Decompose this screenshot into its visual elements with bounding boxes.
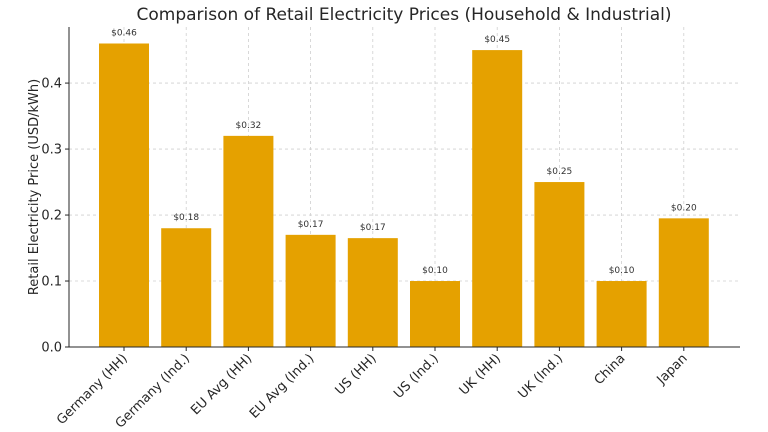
- bar: [285, 234, 336, 347]
- bar: [472, 50, 523, 348]
- x-tick-label: US (Ind.): [391, 351, 442, 402]
- data-label: $0.10: [609, 266, 635, 276]
- x-tick-label: EU Avg (HH): [188, 351, 255, 418]
- x-tick-label: UK (HH): [457, 351, 504, 398]
- x-tick-label: EU Avg (Ind.): [247, 351, 317, 421]
- bar: [658, 218, 709, 347]
- data-label: $0.18: [173, 213, 199, 223]
- bars: [99, 43, 709, 348]
- x-tick-label: UK (Ind.): [515, 351, 566, 402]
- data-label: $0.46: [111, 28, 137, 38]
- data-label: $0.32: [236, 121, 262, 131]
- data-label: $0.10: [422, 266, 448, 276]
- bar: [347, 238, 398, 347]
- y-ticks: 0.0 0.1 0.2 0.3 0.4: [41, 77, 69, 356]
- x-ticks: Germany (HH)Germany (Ind.)EU Avg (HH)EU …: [54, 347, 691, 431]
- y-axis-label: Retail Electricity Price (USD/kWh): [27, 79, 42, 295]
- bar: [99, 43, 149, 348]
- data-label: $0.17: [298, 220, 324, 230]
- bar: [596, 281, 647, 347]
- x-tick-label: US (HH): [333, 351, 380, 398]
- bar: [410, 281, 460, 347]
- data-label: $0.20: [671, 203, 697, 213]
- y-tick-label: 0.3: [41, 143, 62, 158]
- bar: [161, 228, 212, 347]
- data-labels: $0.46 $0.18 $0.32 $0.17 $0.17 $0.10 $0.45 $0.25…: [111, 28, 697, 276]
- y-tick-label: 0.4: [41, 77, 62, 92]
- chart-title: Comparison of Retail Electricity Prices …: [136, 5, 671, 25]
- x-tick-label: China: [592, 351, 629, 388]
- x-tick-label: Japan: [654, 351, 691, 388]
- data-label: $0.17: [360, 223, 386, 233]
- bar: [223, 135, 274, 347]
- y-tick-label: 0.0: [41, 341, 62, 356]
- axes: [68, 27, 740, 348]
- y-tick-label: 0.2: [41, 209, 62, 224]
- data-label: $0.45: [484, 35, 510, 45]
- y-tick-label: 0.1: [41, 275, 62, 290]
- data-label: $0.25: [547, 167, 573, 177]
- bar: [534, 182, 585, 347]
